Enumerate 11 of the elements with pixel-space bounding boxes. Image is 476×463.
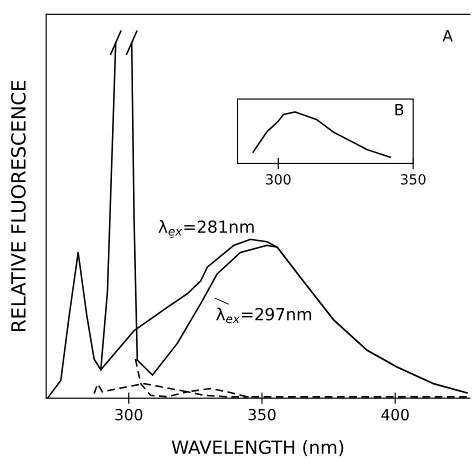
y-axis-title: RELATIVE FLUORESCENCE xyxy=(11,80,26,331)
x-tick-label: 350 xyxy=(400,174,426,185)
x-axis-title: WAVELENGTH (nm) xyxy=(172,440,344,456)
text: A xyxy=(442,30,453,42)
x-tick-label: 350 xyxy=(248,408,276,420)
chart-title: B xyxy=(395,104,404,116)
x-tick-label: 400 xyxy=(381,408,409,420)
legend-label: λ$_{ex}$=297nm xyxy=(216,308,312,324)
series-label: λ$_{ex}$=281nm xyxy=(158,220,254,236)
x-tick-label: 300 xyxy=(266,174,291,185)
x-tick-label: 300 xyxy=(115,408,142,420)
